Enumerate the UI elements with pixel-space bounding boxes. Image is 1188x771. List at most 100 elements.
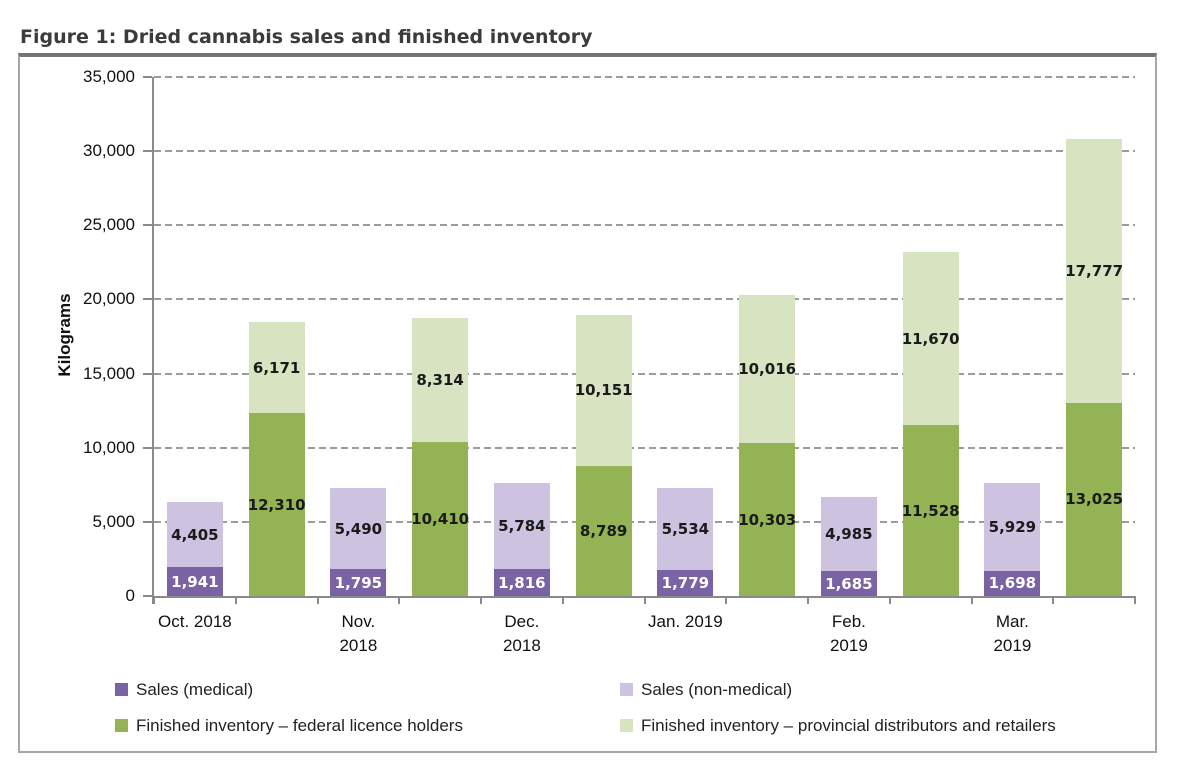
gridline bbox=[154, 76, 1135, 78]
x-tick bbox=[480, 596, 482, 604]
value-label-sales-medical: 1,795 bbox=[334, 573, 383, 592]
x-axis-label-line: 2019 bbox=[829, 636, 868, 655]
value-label-sales-non-medical: 5,490 bbox=[334, 519, 383, 538]
x-tick bbox=[398, 596, 401, 604]
legend-swatch-inventory-provincial bbox=[620, 719, 633, 732]
value-label-inventory-federal: 13,025 bbox=[1065, 490, 1124, 509]
value-label-inventory-federal: 12,310 bbox=[247, 495, 306, 514]
figure-title: Figure 1: Dried cannabis sales and finis… bbox=[20, 26, 593, 48]
gridline bbox=[154, 520, 1135, 523]
x-tick bbox=[234, 596, 237, 604]
x-axis-label-line: 2018 bbox=[502, 636, 541, 655]
x-axis-label: Jan. 2019 bbox=[603, 610, 767, 634]
segment-inventory-provincial: 8,314 bbox=[412, 318, 469, 442]
segment-sales-non-medical: 5,534 bbox=[657, 487, 714, 570]
segment-sales-medical: 1,685 bbox=[820, 571, 877, 596]
value-label-sales-non-medical: 4,985 bbox=[825, 525, 873, 544]
x-axis-label: Dec. 2018 bbox=[440, 610, 604, 658]
x-tick bbox=[153, 596, 155, 604]
legend-item-inventory-federal: Finished inventory – federal licence hol… bbox=[115, 713, 620, 738]
segment-inventory-federal: 10,303 bbox=[738, 443, 797, 596]
segment-inventory-provincial: 6,171 bbox=[248, 321, 305, 414]
y-tick bbox=[143, 372, 152, 375]
legend: Sales (medical) Sales (non-medical) Finish… bbox=[115, 677, 1139, 738]
value-label-sales-medical: 1,816 bbox=[498, 573, 546, 592]
x-axis-label-line: Jan. 2019 bbox=[648, 612, 723, 631]
x-axis-label: Feb. 2019 bbox=[767, 610, 931, 658]
x-tick bbox=[1052, 596, 1055, 604]
bar-jan-2019-inventory: 10,303 10,016 bbox=[738, 294, 797, 596]
x-axis-label-line: 2019 bbox=[993, 636, 1032, 655]
y-axis-line bbox=[152, 77, 154, 604]
value-label-inventory-provincial: 10,151 bbox=[574, 381, 633, 400]
legend-swatch-sales-medical bbox=[115, 683, 128, 696]
y-tick bbox=[143, 224, 152, 227]
y-tick-label: 30,000 bbox=[83, 141, 135, 161]
segment-sales-non-medical: 5,929 bbox=[984, 482, 1041, 571]
x-tick bbox=[643, 596, 646, 604]
bar-nov-2018-inventory: 10,410 8,314 bbox=[411, 318, 469, 596]
x-tick bbox=[725, 596, 728, 604]
segment-inventory-federal: 11,528 bbox=[902, 425, 960, 596]
bar-mar-2019-sales: 1,698 5,929 bbox=[984, 482, 1041, 596]
segment-sales-medical: 1,698 bbox=[984, 570, 1041, 596]
y-tick-label: 5,000 bbox=[92, 511, 135, 531]
gridline bbox=[154, 224, 1135, 227]
value-label-sales-non-medical: 5,929 bbox=[988, 517, 1037, 536]
segment-sales-non-medical: 4,985 bbox=[820, 497, 877, 572]
x-tick bbox=[316, 596, 319, 604]
y-tick bbox=[143, 595, 152, 597]
gridline bbox=[154, 446, 1135, 449]
bar-feb-2019-inventory: 11,528 11,670 bbox=[901, 252, 960, 596]
value-label-inventory-federal: 8,789 bbox=[579, 521, 628, 540]
segment-inventory-federal: 10,410 bbox=[411, 441, 469, 596]
value-label-inventory-provincial: 10,016 bbox=[738, 359, 797, 378]
x-tick bbox=[1134, 596, 1136, 604]
y-tick-label: 0 bbox=[125, 586, 135, 605]
y-tick-label: 25,000 bbox=[83, 215, 135, 235]
value-label-inventory-provincial: 11,670 bbox=[901, 329, 960, 348]
page: Figure 1: Dried cannabis sales and finis… bbox=[18, 26, 1157, 753]
segment-inventory-federal: 12,310 bbox=[247, 413, 306, 596]
x-axis-label: Mar. 2019 bbox=[930, 610, 1094, 658]
segment-sales-non-medical: 5,490 bbox=[330, 487, 387, 570]
y-tick bbox=[143, 446, 152, 449]
value-label-inventory-provincial: 17,777 bbox=[1065, 262, 1124, 281]
x-axis-label-line: Mar. bbox=[995, 612, 1029, 631]
value-label-sales-medical: 1,685 bbox=[825, 574, 873, 593]
segment-inventory-federal: 13,025 bbox=[1065, 402, 1124, 596]
segment-sales-medical: 1,795 bbox=[330, 569, 387, 596]
value-label-sales-medical: 1,779 bbox=[661, 573, 710, 592]
segment-inventory-provincial: 10,016 bbox=[738, 294, 797, 444]
bar-nov-2018-sales: 1,795 5,490 bbox=[330, 487, 387, 596]
y-tick bbox=[143, 520, 152, 523]
value-label-sales-medical: 1,941 bbox=[171, 572, 219, 591]
segment-inventory-federal: 8,789 bbox=[575, 465, 632, 596]
value-label-sales-medical: 1,698 bbox=[988, 574, 1037, 593]
chart-container: Kilograms 0 5,000 10,000 15,000 20,000 25,000… bbox=[18, 53, 1157, 753]
bar-dec-2018-sales: 1,816 5,784 bbox=[493, 483, 550, 596]
x-axis-label: Oct. 2018 bbox=[113, 610, 277, 634]
gridline bbox=[154, 298, 1135, 301]
y-tick-label: 15,000 bbox=[83, 363, 135, 383]
bar-oct-2018-inventory: 12,310 6,171 bbox=[247, 321, 306, 596]
value-label-inventory-federal: 10,303 bbox=[738, 510, 797, 529]
y-tick-label: 20,000 bbox=[83, 289, 135, 309]
value-label-sales-non-medical: 4,405 bbox=[171, 525, 219, 544]
x-tick bbox=[807, 596, 809, 604]
segment-inventory-provincial: 17,777 bbox=[1065, 139, 1124, 403]
legend-swatch-inventory-federal bbox=[115, 719, 128, 732]
legend-item-sales-medical: Sales (medical) bbox=[115, 677, 620, 702]
legend-label-sales-medical: Sales (medical) bbox=[136, 679, 254, 699]
value-label-inventory-provincial: 6,171 bbox=[252, 358, 301, 377]
bar-oct-2018-sales: 1,941 4,405 bbox=[166, 501, 223, 596]
legend-label-sales-non-medical: Sales (non-medical) bbox=[641, 679, 793, 699]
x-axis-label: Nov. 2018 bbox=[276, 610, 440, 658]
y-tick-label: 35,000 bbox=[83, 67, 135, 86]
segment-inventory-provincial: 10,151 bbox=[574, 315, 633, 466]
bar-mar-2019-inventory: 13,025 17,777 bbox=[1065, 139, 1124, 596]
legend-item-sales-non-medical: Sales (non-medical) bbox=[620, 677, 1139, 702]
x-axis-label-line: Dec. bbox=[504, 612, 540, 631]
x-tick bbox=[970, 596, 973, 604]
segment-sales-medical: 1,779 bbox=[657, 569, 714, 596]
